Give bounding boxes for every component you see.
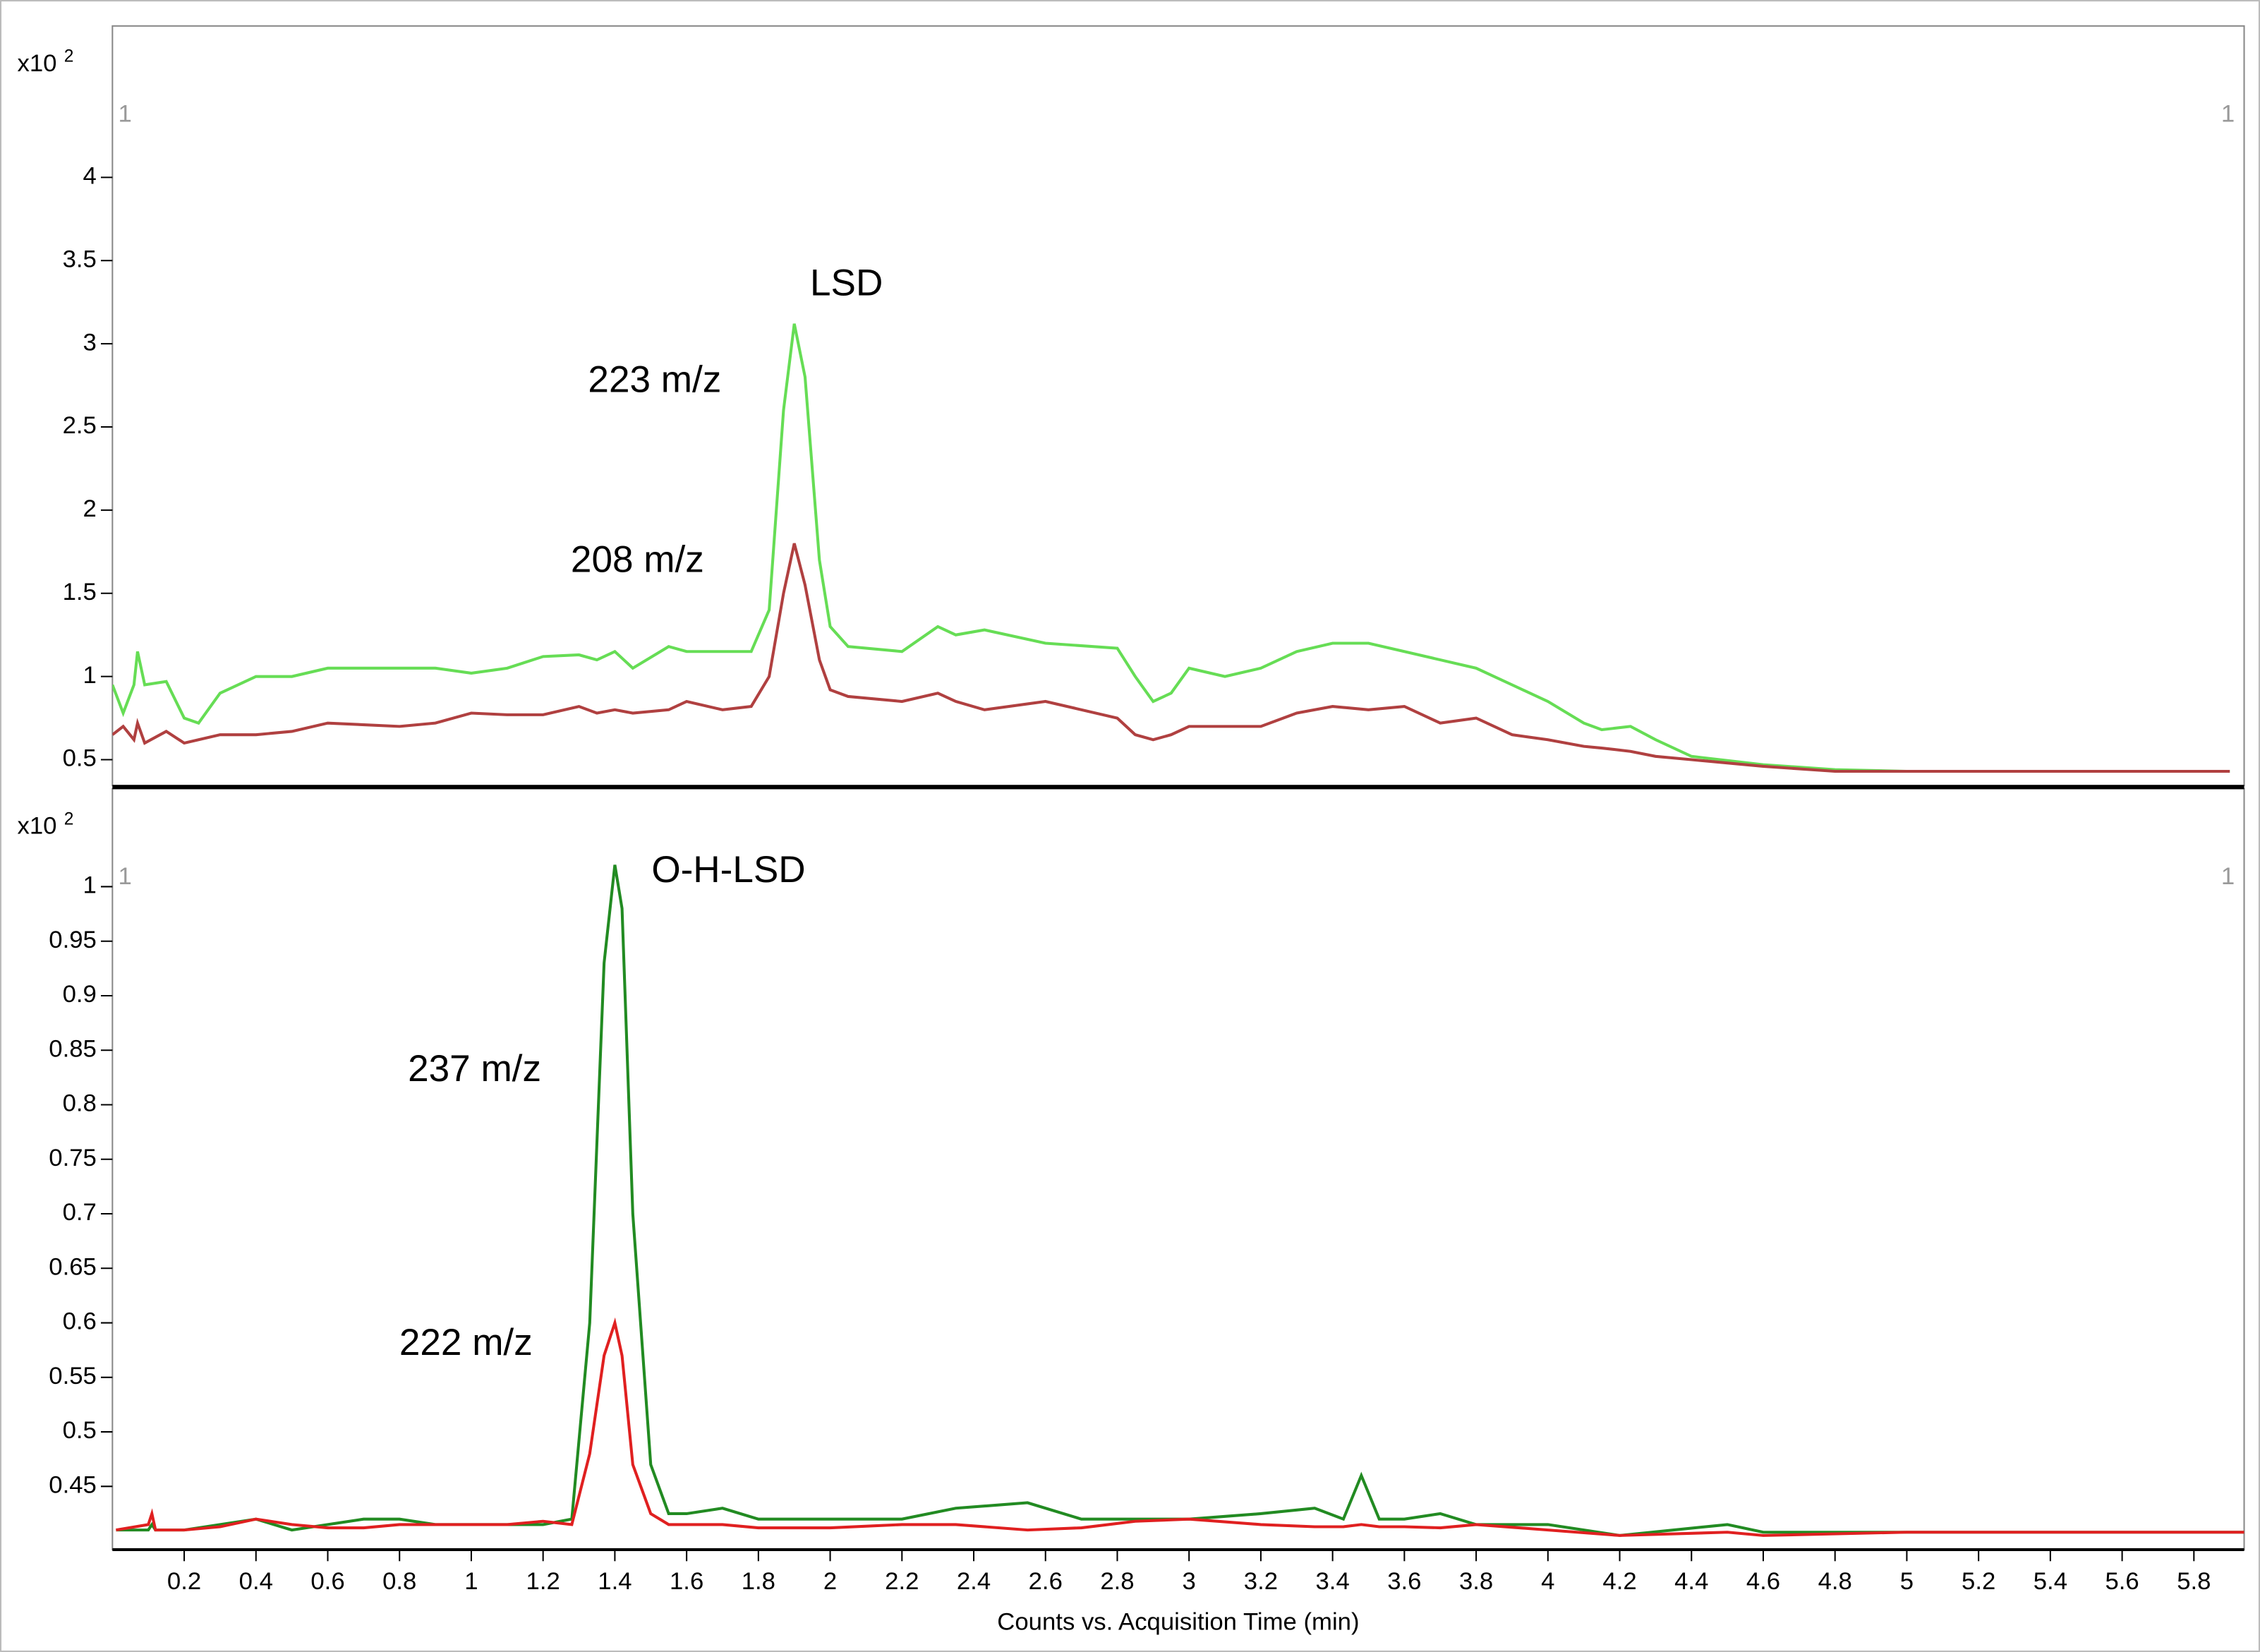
y-unit: x10 2 bbox=[18, 47, 74, 77]
x-tick-label: 1.2 bbox=[526, 1568, 560, 1595]
annotation: 208 m/z bbox=[571, 539, 704, 581]
x-axis-label: Counts vs. Acquisition Time (min) bbox=[997, 1608, 1359, 1635]
x-tick-label: 2 bbox=[823, 1568, 837, 1595]
x-tick-label: 0.2 bbox=[167, 1568, 201, 1595]
annotation: 237 m/z bbox=[408, 1048, 541, 1090]
y-tick-label: 2 bbox=[83, 495, 97, 522]
corner-label: 1 bbox=[119, 101, 132, 128]
x-tick-label: 3 bbox=[1183, 1568, 1196, 1595]
annotation: O-H-LSD bbox=[651, 849, 805, 891]
plot-area bbox=[111, 788, 2245, 1550]
x-tick-label: 4.4 bbox=[1674, 1568, 1708, 1595]
y-tick-label: 1 bbox=[83, 662, 97, 689]
y-unit: x10 2 bbox=[18, 810, 74, 840]
plot-area bbox=[111, 25, 2245, 787]
y-unit-base: x10 bbox=[18, 50, 57, 77]
y-unit-exponent: 2 bbox=[64, 810, 74, 829]
x-tick-label: 3.6 bbox=[1387, 1568, 1421, 1595]
x-tick-label: 3.2 bbox=[1244, 1568, 1278, 1595]
x-tick-label: 2.4 bbox=[957, 1568, 991, 1595]
y-tick-label: 2.5 bbox=[63, 412, 97, 439]
y-unit-base: x10 bbox=[18, 813, 57, 840]
x-tick-label: 4 bbox=[1541, 1568, 1554, 1595]
x-tick-label: 5.4 bbox=[2034, 1568, 2067, 1595]
x-tick-label: 2.6 bbox=[1029, 1568, 1063, 1595]
y-tick-label: 0.8 bbox=[63, 1090, 97, 1117]
x-tick-label: 5.6 bbox=[2105, 1568, 2139, 1595]
y-tick-label: 0.5 bbox=[63, 745, 97, 772]
x-tick-label: 2.8 bbox=[1100, 1568, 1134, 1595]
x-tick-label: 4.2 bbox=[1602, 1568, 1636, 1595]
y-tick-label: 0.6 bbox=[63, 1308, 97, 1335]
y-tick-label: 0.75 bbox=[49, 1145, 97, 1171]
y-tick-label: 1.5 bbox=[63, 579, 97, 605]
y-tick-label: 0.45 bbox=[49, 1471, 97, 1498]
corner-label: 1 bbox=[2221, 101, 2235, 128]
x-tick-label: 2.2 bbox=[885, 1568, 919, 1595]
x-tick-label: 1.8 bbox=[742, 1568, 775, 1595]
y-tick-label: 0.7 bbox=[63, 1199, 97, 1226]
y-tick-label: 3 bbox=[83, 329, 97, 356]
y-tick-label: 4 bbox=[83, 163, 97, 190]
y-tick-label: 0.5 bbox=[63, 1417, 97, 1444]
y-tick-label: 0.65 bbox=[49, 1253, 97, 1280]
x-tick-label: 0.4 bbox=[239, 1568, 273, 1595]
annotation: LSD bbox=[810, 263, 883, 304]
y-tick-label: 0.95 bbox=[49, 927, 97, 953]
x-tick-label: 1 bbox=[464, 1568, 478, 1595]
y-tick-label: 0.9 bbox=[63, 981, 97, 1008]
x-tick-label: 3.4 bbox=[1316, 1568, 1350, 1595]
x-tick-label: 5.2 bbox=[1962, 1568, 1995, 1595]
y-tick-label: 3.5 bbox=[63, 246, 97, 272]
x-tick-label: 1.6 bbox=[670, 1568, 703, 1595]
series-line bbox=[112, 323, 2230, 773]
y-unit-exponent: 2 bbox=[64, 47, 74, 66]
annotation: 222 m/z bbox=[399, 1322, 533, 1363]
x-tick-label: 0.6 bbox=[310, 1568, 344, 1595]
x-tick-label: 4.6 bbox=[1746, 1568, 1780, 1595]
corner-label: 1 bbox=[119, 863, 132, 890]
x-tick-label: 0.8 bbox=[382, 1568, 416, 1595]
y-tick-label: 0.85 bbox=[49, 1035, 97, 1062]
x-tick-label: 3.8 bbox=[1459, 1568, 1493, 1595]
series-line bbox=[116, 1317, 2244, 1537]
annotation: 223 m/z bbox=[588, 358, 721, 400]
x-tick-label: 5 bbox=[1900, 1568, 1914, 1595]
x-tick-label: 1.4 bbox=[598, 1568, 632, 1595]
x-tick-label: 5.8 bbox=[2177, 1568, 2211, 1595]
series-line bbox=[112, 543, 2230, 773]
y-tick-label: 0.55 bbox=[49, 1363, 97, 1389]
y-tick-label: 1 bbox=[83, 872, 97, 899]
corner-label: 1 bbox=[2221, 863, 2235, 890]
x-tick-label: 4.8 bbox=[1818, 1568, 1852, 1595]
